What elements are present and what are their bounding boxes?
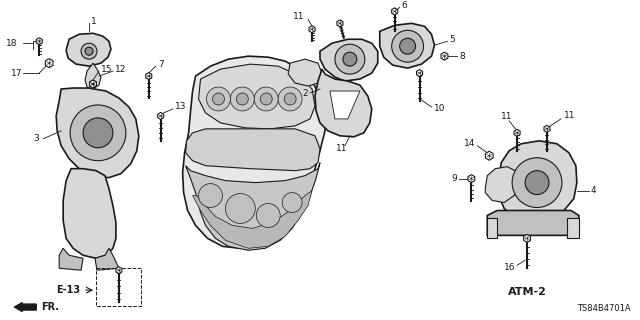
Circle shape: [335, 44, 365, 74]
Polygon shape: [198, 64, 315, 129]
Text: TS84B4701A: TS84B4701A: [577, 304, 630, 313]
Text: 17: 17: [12, 68, 23, 78]
Polygon shape: [85, 63, 101, 89]
Polygon shape: [380, 23, 435, 68]
Polygon shape: [514, 129, 520, 136]
FancyArrow shape: [14, 303, 36, 312]
Polygon shape: [146, 73, 152, 80]
Polygon shape: [567, 219, 579, 238]
Text: 18: 18: [6, 39, 18, 48]
Circle shape: [278, 87, 302, 111]
Polygon shape: [309, 26, 315, 33]
Circle shape: [284, 93, 296, 105]
Circle shape: [282, 193, 302, 212]
Polygon shape: [90, 80, 97, 88]
Polygon shape: [186, 129, 320, 171]
Polygon shape: [485, 167, 517, 203]
Circle shape: [260, 93, 272, 105]
Polygon shape: [417, 70, 422, 76]
Circle shape: [512, 158, 562, 207]
Text: 2: 2: [303, 89, 308, 98]
Text: 14: 14: [464, 139, 476, 148]
Circle shape: [207, 87, 230, 111]
Polygon shape: [182, 56, 325, 248]
Polygon shape: [487, 219, 497, 238]
Polygon shape: [441, 52, 448, 60]
Circle shape: [254, 87, 278, 111]
Polygon shape: [487, 211, 579, 236]
Text: 1: 1: [91, 17, 97, 26]
Circle shape: [212, 93, 225, 105]
Polygon shape: [337, 20, 343, 27]
Text: 11: 11: [564, 111, 575, 120]
Circle shape: [392, 30, 424, 62]
Text: 6: 6: [402, 1, 408, 10]
Text: 11: 11: [501, 112, 513, 121]
Polygon shape: [330, 91, 360, 119]
Text: 4: 4: [591, 186, 596, 195]
Text: E-13: E-13: [56, 285, 80, 295]
Text: 11: 11: [292, 12, 304, 21]
Polygon shape: [485, 151, 493, 160]
Text: 3: 3: [33, 134, 39, 143]
Text: 5: 5: [449, 35, 455, 44]
Polygon shape: [45, 59, 53, 68]
Polygon shape: [392, 8, 397, 15]
Polygon shape: [288, 59, 322, 86]
Polygon shape: [524, 234, 531, 242]
Circle shape: [83, 118, 113, 148]
Polygon shape: [544, 125, 550, 132]
Circle shape: [236, 93, 248, 105]
Text: 9: 9: [452, 174, 458, 183]
Polygon shape: [63, 169, 116, 258]
Text: 10: 10: [433, 104, 445, 114]
Text: 7: 7: [157, 60, 163, 69]
Circle shape: [85, 47, 93, 55]
Polygon shape: [90, 80, 97, 88]
Circle shape: [230, 87, 254, 111]
Circle shape: [70, 105, 126, 161]
Polygon shape: [320, 39, 378, 81]
Polygon shape: [315, 69, 372, 137]
Polygon shape: [95, 248, 119, 270]
Polygon shape: [468, 175, 475, 183]
Bar: [96, 268, 141, 306]
Circle shape: [525, 171, 549, 195]
Polygon shape: [36, 38, 42, 45]
Circle shape: [256, 204, 280, 228]
Text: 13: 13: [175, 102, 186, 111]
Circle shape: [81, 43, 97, 59]
Polygon shape: [59, 248, 83, 270]
Polygon shape: [186, 163, 320, 250]
Circle shape: [198, 184, 223, 207]
Text: 8: 8: [460, 52, 465, 61]
Text: 16: 16: [504, 263, 515, 272]
Polygon shape: [56, 88, 139, 178]
Text: 12: 12: [115, 65, 126, 74]
Polygon shape: [193, 191, 312, 248]
Text: FR.: FR.: [41, 302, 60, 312]
Polygon shape: [498, 141, 577, 220]
Text: 11: 11: [336, 144, 348, 153]
Polygon shape: [157, 112, 164, 119]
Circle shape: [225, 194, 255, 223]
Circle shape: [399, 38, 415, 54]
Text: 15: 15: [101, 65, 113, 74]
Circle shape: [343, 52, 357, 66]
Polygon shape: [66, 33, 111, 66]
Polygon shape: [116, 267, 122, 274]
Text: ATM-2: ATM-2: [508, 287, 547, 297]
